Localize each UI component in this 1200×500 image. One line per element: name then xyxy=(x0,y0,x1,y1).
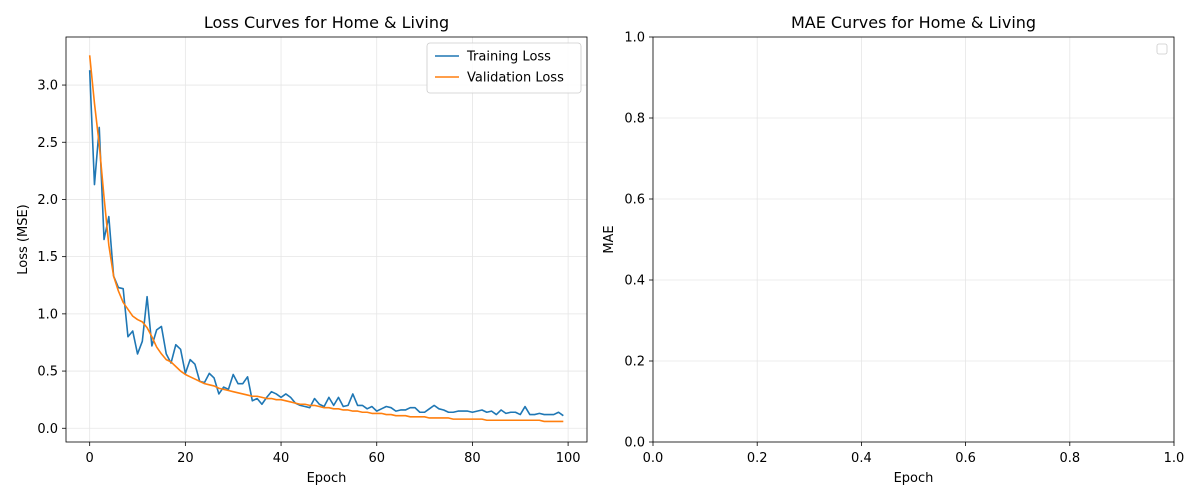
legend-box xyxy=(1156,43,1168,55)
legend-label: Training Loss xyxy=(466,50,551,65)
y-tick-label: 0.5 xyxy=(37,365,58,380)
y-tick-label: 0.6 xyxy=(624,193,645,208)
y-tick-label: 1.0 xyxy=(37,307,58,322)
legend-box xyxy=(426,42,582,94)
y-tick-label: 0.2 xyxy=(624,355,645,370)
x-tick-label: 1.0 xyxy=(1164,451,1185,466)
chart-title: Loss Curves for Home & Living xyxy=(204,13,449,32)
x-tick-label: 0.2 xyxy=(747,451,768,466)
y-tick-label: 2.0 xyxy=(37,193,58,208)
x-tick-label: 80 xyxy=(464,451,481,466)
x-tick-label: 40 xyxy=(273,451,290,466)
mae-chart: 0.0 0.2 0.4 0.6 0.8 1.0 0.0 0.2 0.4 0.6 0.8 1.0 MAE … xyxy=(602,13,1184,486)
loss-chart: 0 20 40 60 80 100 0.0 0.5 1.0 1.5 2.0 2.5 3.0 Loss Cu… xyxy=(16,13,588,486)
y-axis-label: Loss (MSE) xyxy=(16,204,31,274)
x-tick-label: 100 xyxy=(556,451,581,466)
x-axis-label: Epoch xyxy=(894,471,934,486)
x-tick-label: 0.6 xyxy=(955,451,976,466)
series-line-training-loss xyxy=(88,70,564,417)
y-axis-label: MAE xyxy=(602,225,617,253)
x-tick-label: 0.4 xyxy=(851,451,872,466)
y-tick-label: 3.0 xyxy=(37,79,58,94)
y-tick-label: 0.0 xyxy=(37,422,58,437)
y-tick-label: 1.0 xyxy=(624,31,645,46)
plot-frame xyxy=(652,36,1175,443)
y-tick-label: 2.5 xyxy=(37,136,58,151)
x-axis-label: Epoch xyxy=(307,471,347,486)
y-tick-label: 0.0 xyxy=(624,436,645,451)
legend-label: Validation Loss xyxy=(467,71,564,86)
y-tick-label: 1.5 xyxy=(37,250,58,265)
x-tick-label: 0.8 xyxy=(1059,451,1080,466)
x-tick-label: 60 xyxy=(368,451,385,466)
x-tick-label: 0 xyxy=(86,451,94,466)
chart-title: MAE Curves for Home & Living xyxy=(791,13,1036,32)
x-tick-label: 0.0 xyxy=(643,451,664,466)
x-tick-label: 20 xyxy=(177,451,194,466)
y-tick-label: 0.8 xyxy=(624,112,645,127)
series-line-validation-loss xyxy=(88,55,564,423)
y-tick-label: 0.4 xyxy=(624,274,645,289)
plot-frame xyxy=(65,36,588,443)
